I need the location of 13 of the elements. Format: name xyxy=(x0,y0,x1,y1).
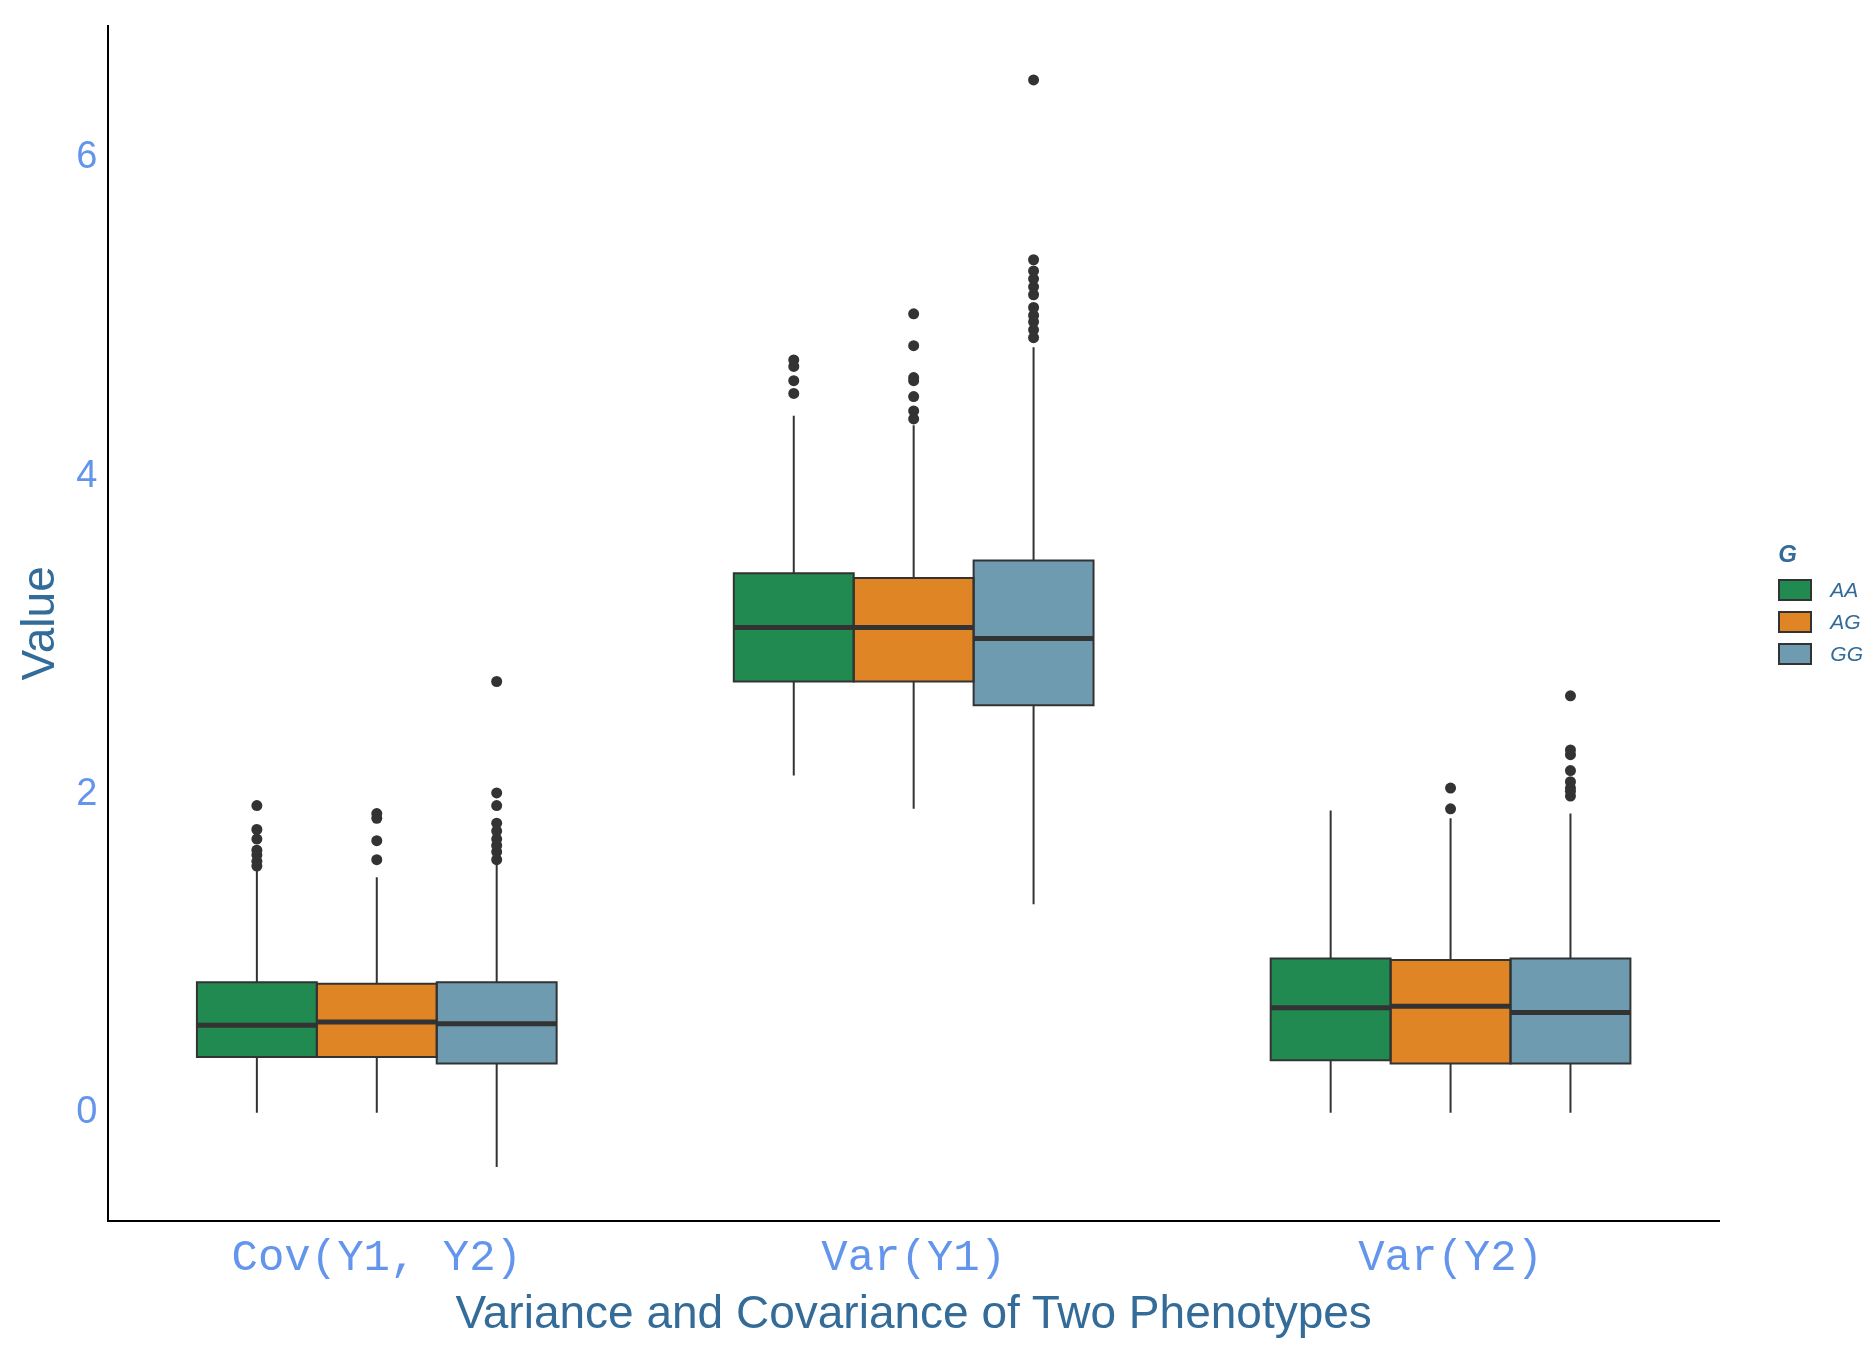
x-tick-label: Var(Y2) xyxy=(1358,1233,1543,1284)
legend-title: G xyxy=(1778,540,1798,568)
x-tick-label: Cov(Y1, Y2) xyxy=(231,1233,522,1284)
x-axis-title: Variance and Covariance of Two Phenotypes xyxy=(455,1286,1372,1339)
y-tick-label: 4 xyxy=(76,452,98,495)
y-tick-label: 2 xyxy=(76,770,98,813)
y-tick-label: 6 xyxy=(76,134,98,177)
y-axis-title: Value xyxy=(12,566,65,681)
legend-label: GG xyxy=(1830,642,1863,666)
y-tick-label: 0 xyxy=(76,1089,98,1132)
x-tick-label: Var(Y1) xyxy=(821,1233,1007,1284)
legend-label: AG xyxy=(1830,610,1861,634)
legend-label: AA xyxy=(1830,578,1859,602)
